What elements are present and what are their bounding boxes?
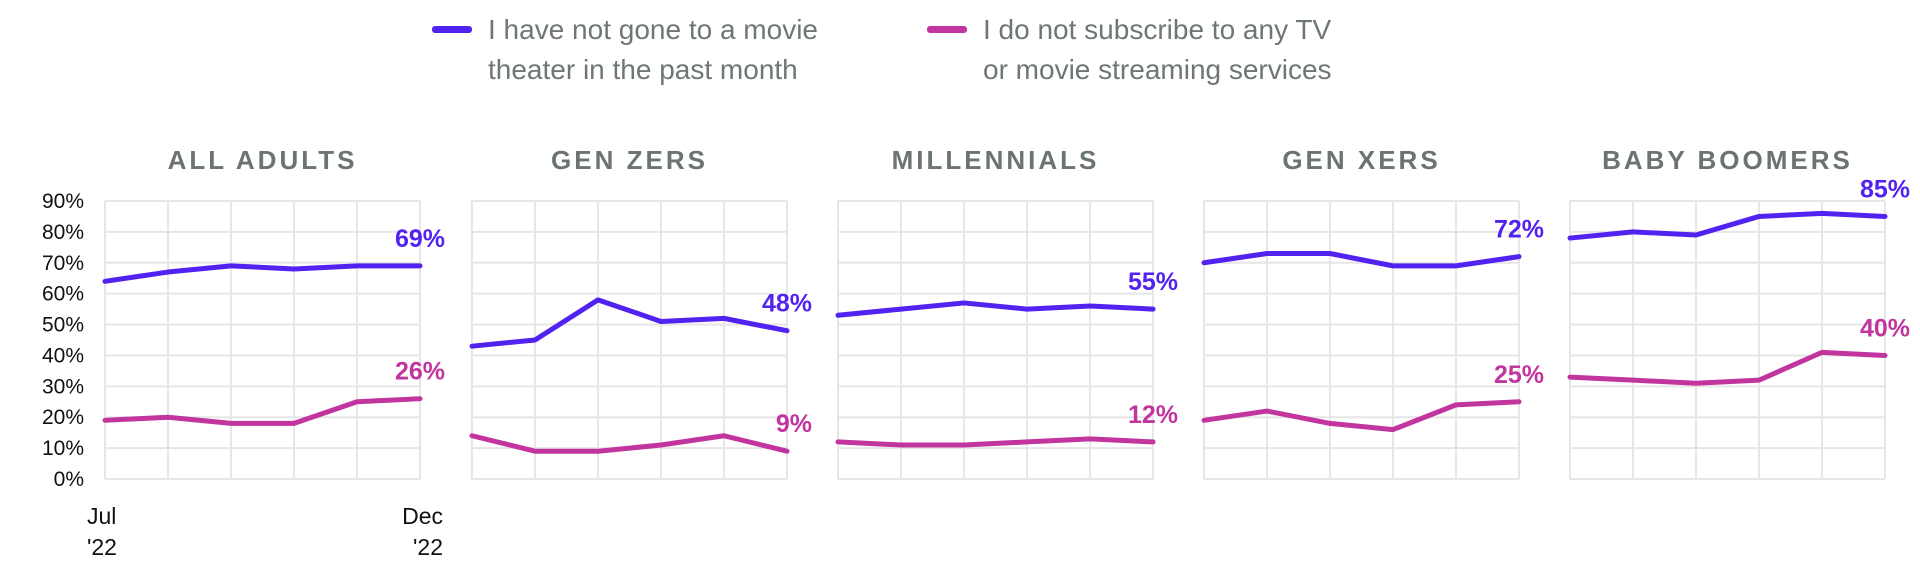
end-value-label: 9% [776,410,812,438]
legend-label-streaming: I do not subscribe to any TV or movie st… [983,10,1413,90]
y-tick-label: 90% [42,190,84,213]
series-line [835,300,1156,318]
chart-legend: I have not gone to a movie theater in th… [0,8,1920,88]
series-line [1201,251,1522,269]
series-line [1201,399,1522,433]
end-value-label: 85% [1860,175,1910,203]
y-tick-label: 50% [42,314,84,337]
x-tick-label: Dec [402,503,443,529]
end-value-label: 26% [395,358,445,386]
series-line [469,433,790,454]
end-value-label: 72% [1494,216,1544,244]
legend-label-movie-theater: I have not gone to a movie theater in th… [488,10,918,90]
x-tick-label: Jul [87,503,116,529]
end-value-label: 48% [762,290,812,318]
panel-title: BABY BOOMERS [1602,145,1853,175]
panel-title: GEN ZERS [551,145,708,175]
series-line [469,297,790,349]
y-tick-label: 70% [42,252,84,275]
series-line [102,396,423,426]
y-tick-label: 10% [42,437,84,460]
series-line [1567,349,1888,386]
y-tick-label: 40% [42,344,84,367]
panel-title: GEN XERS [1282,145,1440,175]
legend-swatch-streaming [927,26,967,33]
end-value-label: 40% [1860,314,1910,342]
series-line [835,436,1156,448]
legend-label-line-2: theater in the past month [488,54,798,85]
y-tick-label: 30% [42,375,84,398]
legend-label-line-1: I do not subscribe to any TV [983,14,1332,45]
legend-label-line-1: I have not gone to a movie [488,14,818,45]
legend-label-line-2: or movie streaming services [983,54,1332,85]
y-tick-label: 0% [54,468,84,491]
y-tick-label: 80% [42,221,84,244]
end-value-label: 12% [1128,401,1178,429]
series-line [1567,210,1888,241]
x-tick-label: '22 [87,534,117,560]
legend-swatch-movie-theater [432,26,472,33]
panel-title: ALL ADULTS [168,145,358,175]
end-value-label: 25% [1494,361,1544,389]
panel-title: MILLENNIALS [892,145,1100,175]
end-value-label: 69% [395,225,445,253]
y-tick-label: 20% [42,406,84,429]
end-value-label: 55% [1128,268,1178,296]
y-tick-label: 60% [42,283,84,306]
series-line [102,263,423,284]
x-tick-label: '22 [413,534,443,560]
